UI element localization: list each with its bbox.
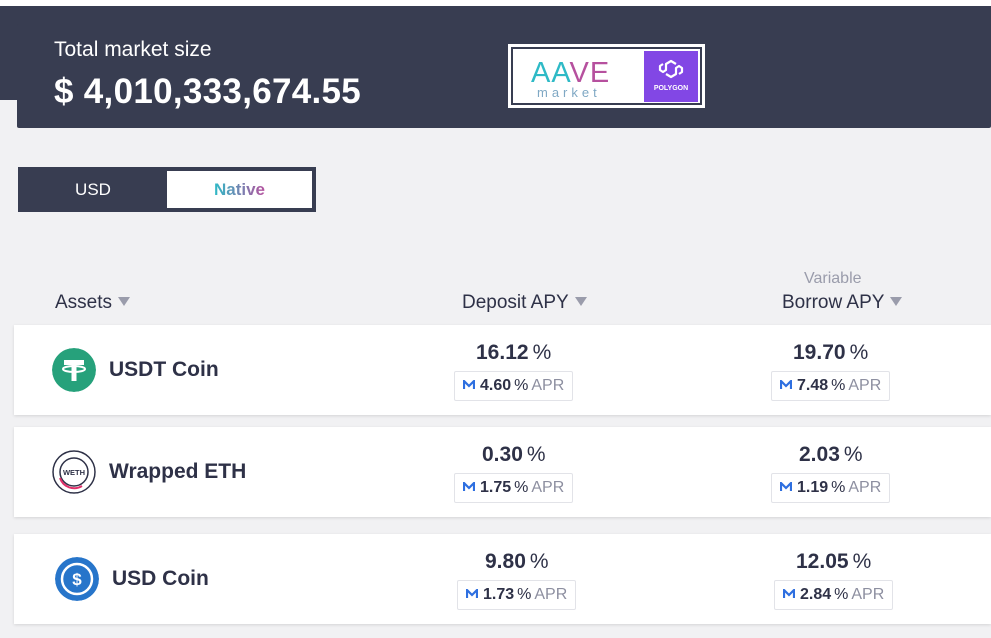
asset-name: USDT Coin — [109, 358, 219, 381]
market-wordmark: market — [537, 85, 601, 100]
aave-wordmark: AAVE — [531, 57, 611, 89]
column-header-borrow-apy[interactable]: Borrow APY — [782, 292, 903, 314]
polygon-m-icon — [780, 379, 792, 389]
svg-text:WETH: WETH — [63, 468, 85, 477]
deposit-apy: 16.12% — [476, 341, 552, 364]
tether-icon — [52, 348, 96, 392]
column-header-assets[interactable]: Assets — [55, 292, 131, 314]
currency-option-native[interactable]: Native — [167, 171, 312, 208]
asset-name: USD Coin — [112, 567, 209, 590]
deposit-apr-badge: 1.73% APR — [457, 580, 577, 610]
market-size-card: Total market size $ 4,010,333,674.55 AAV… — [17, 24, 991, 128]
borrow-apr-badge: 2.84% APR — [774, 580, 894, 610]
sort-caret-icon — [574, 297, 587, 307]
deposit-apr-badge: 4.60% APR — [454, 371, 574, 401]
polygon-m-icon — [466, 588, 478, 598]
borrow-apy: 19.70% — [793, 341, 869, 364]
deposit-apy: 9.80% — [485, 550, 549, 573]
column-header-deposit-apy[interactable]: Deposit APY — [462, 292, 587, 314]
borrow-apy: 12.05% — [796, 550, 872, 573]
column-subheader-variable: Variable — [804, 270, 862, 287]
currency-option-usd[interactable]: USD — [75, 180, 111, 199]
polygon-m-icon — [463, 379, 475, 389]
sort-caret-icon — [118, 297, 131, 307]
asset-name: Wrapped ETH — [109, 460, 247, 483]
aave-polygon-logo[interactable]: AAVE market POLYGON — [508, 44, 705, 108]
market-size-title: Total market size — [54, 38, 212, 61]
sort-caret-icon — [890, 297, 903, 307]
borrow-apr-badge: 7.48% APR — [771, 371, 891, 401]
table-row[interactable]: WETH Wrapped ETH 0.30% 1.75% APR 2.03% 1.… — [14, 427, 991, 517]
polygon-m-icon — [783, 588, 795, 598]
market-size-value: $ 4,010,333,674.55 — [54, 72, 362, 111]
polygon-label: POLYGON — [653, 85, 689, 92]
polygon-m-icon — [780, 481, 792, 491]
table-row[interactable]: $ USD Coin 9.80% 1.73% APR 12.05% 2.84% AP… — [14, 534, 991, 624]
svg-text:$: $ — [72, 570, 82, 589]
borrow-apy: 2.03% — [799, 443, 863, 466]
polygon-m-icon — [463, 481, 475, 491]
header-top-edge — [0, 0, 991, 6]
borrow-apr-badge: 1.19% APR — [771, 473, 891, 503]
table-row[interactable]: USDT Coin 16.12% 4.60% APR 19.70% 7.48% AP… — [14, 325, 991, 415]
aave-market-logo: AAVE market — [515, 51, 644, 102]
usdc-icon: $ — [55, 557, 99, 601]
currency-switcher: USD Native — [18, 167, 316, 212]
polygon-icon — [658, 59, 684, 79]
deposit-apr-badge: 1.75% APR — [454, 473, 574, 503]
weth-icon: WETH — [52, 450, 96, 494]
polygon-badge: POLYGON — [644, 51, 698, 102]
deposit-apy: 0.30% — [482, 443, 546, 466]
